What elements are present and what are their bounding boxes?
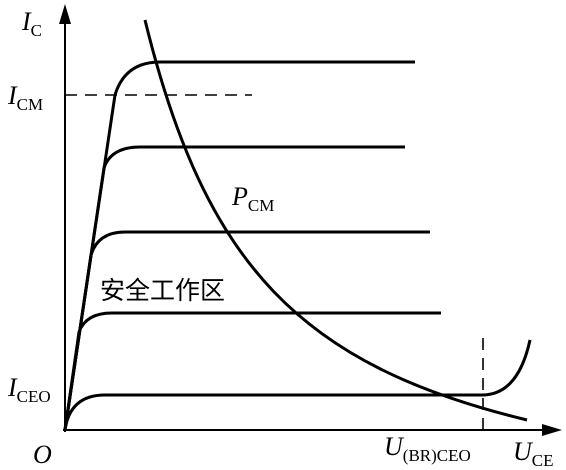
y-axis-label: IC <box>21 7 42 40</box>
label-part: CEO <box>17 387 51 406</box>
x-axis-label: UCE <box>513 437 554 470</box>
label-part: I <box>7 373 18 402</box>
pcm-label: PCM <box>231 182 274 215</box>
safe-area-label: 安全工作区 <box>100 277 225 305</box>
y-arrow <box>59 4 71 24</box>
origin-label: O <box>33 440 52 469</box>
x-arrow <box>542 424 562 436</box>
characteristic-curve <box>63 339 532 431</box>
icm-label: ICM <box>7 81 43 114</box>
characteristic-curve <box>63 60 415 431</box>
label-part: C <box>31 21 42 40</box>
characteristic-curve <box>63 145 405 431</box>
characteristic-curve <box>63 311 441 431</box>
pcm-curve <box>143 19 528 422</box>
label-part: (BR)CEO <box>403 446 471 465</box>
iceo-label: ICEO <box>7 373 51 406</box>
label-part: CM <box>17 95 43 114</box>
characteristic-curve <box>63 230 430 431</box>
label-part: P <box>231 182 248 211</box>
breakdown-label: U(BR)CEO <box>384 432 471 465</box>
label-part: U <box>513 437 534 466</box>
label-part: U <box>384 432 405 461</box>
label-part: CE <box>532 451 554 470</box>
label-part: I <box>21 7 32 36</box>
label-part: CM <box>248 196 274 215</box>
label-part: I <box>7 81 18 110</box>
